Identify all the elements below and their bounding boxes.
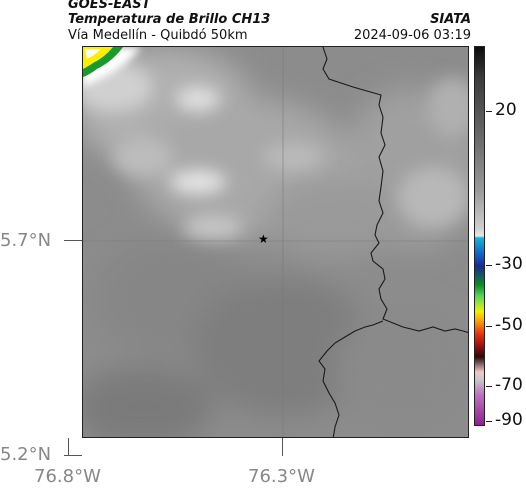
y-tick-label: 5.7°N xyxy=(0,230,52,251)
satellite-label: GOES-EAST xyxy=(68,0,151,12)
colorbar-tick xyxy=(486,386,492,387)
star-icon: ★ xyxy=(258,232,269,246)
colorbar-label: -70 xyxy=(495,375,523,395)
y-tick-mark xyxy=(64,240,82,241)
colorbar-label: -50 xyxy=(495,315,523,335)
colorbar xyxy=(474,46,485,426)
x-tick-label: 76.3°W xyxy=(248,466,315,487)
satellite-map[interactable]: ★ xyxy=(82,46,469,438)
colorbar-label: 20 xyxy=(495,100,517,120)
y-tick-mark xyxy=(64,455,82,456)
x-tick-mark xyxy=(68,438,69,456)
product-title: Temperatura de Brillo CH13 xyxy=(68,12,271,27)
x-tick-label: 76.8°W xyxy=(34,466,101,487)
colorbar-tick xyxy=(486,111,492,112)
brand-label: SIATA xyxy=(430,12,471,27)
timestamp-label: 2024-09-06 03:19 xyxy=(353,28,471,43)
y-tick-label: 5.2°N xyxy=(0,444,52,465)
colorbar-tick xyxy=(486,265,492,266)
colorbar-label: -90 xyxy=(495,410,523,430)
brightness-temperature-image xyxy=(83,47,468,437)
colorbar-tick xyxy=(486,326,492,327)
region-label: Vía Medellín - Quibdó 50km xyxy=(68,28,248,43)
x-tick-mark xyxy=(282,438,283,456)
colorbar-tick xyxy=(486,421,492,422)
colorbar-label: -30 xyxy=(495,254,523,274)
